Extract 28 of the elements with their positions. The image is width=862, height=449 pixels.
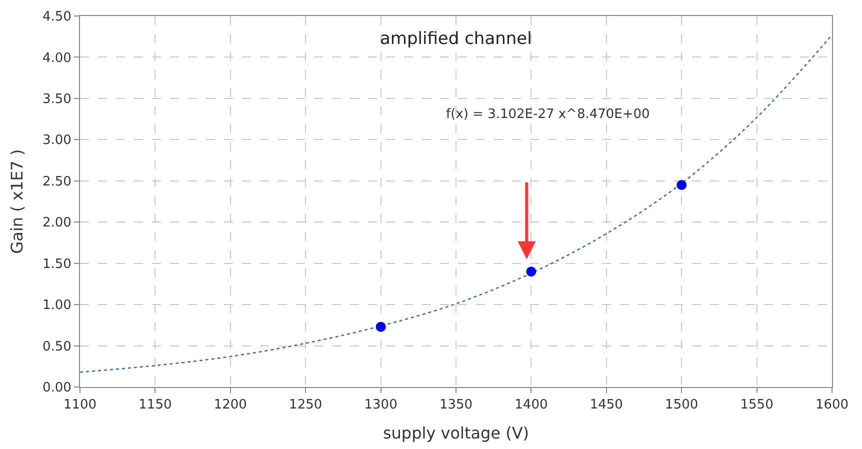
x-tick-label: 1200 bbox=[214, 398, 247, 413]
x-tick-label: 1150 bbox=[138, 398, 172, 413]
point bbox=[376, 322, 386, 332]
x-tick-label: 1300 bbox=[364, 398, 398, 413]
y-tick-label: 1.00 bbox=[42, 298, 72, 314]
x-tick-label: 1600 bbox=[815, 398, 849, 413]
y-tick-label: 4.50 bbox=[42, 10, 72, 25]
y-tick-label: 3.00 bbox=[42, 133, 72, 148]
y-tick-label: 0.00 bbox=[42, 380, 72, 396]
x-axis-title: supply voltage (V) bbox=[382, 423, 530, 442]
x-tick-label: 1100 bbox=[63, 398, 97, 413]
x-tick-label: 1250 bbox=[289, 398, 322, 413]
x-tick-label: 1500 bbox=[665, 398, 698, 413]
point bbox=[526, 266, 536, 277]
annotation: f(x) = 3.102E-27 x^8.470E+00 bbox=[446, 107, 650, 122]
y-tick-label: 3.50 bbox=[42, 92, 72, 107]
y-tick-label: 1.50 bbox=[42, 256, 72, 272]
point bbox=[676, 180, 687, 190]
y-tick-label: 4.00 bbox=[42, 50, 72, 66]
y-axis-title: Gain ( x1E7 ) bbox=[7, 149, 26, 254]
x-tick-label: 1450 bbox=[590, 398, 623, 413]
x-tick-label: 1400 bbox=[514, 398, 548, 413]
y-tick-label: 2.00 bbox=[42, 216, 72, 231]
y-tick-label: 2.50 bbox=[42, 174, 72, 190]
text: amplified channel bbox=[380, 29, 532, 49]
x-tick-label: 1550 bbox=[740, 398, 774, 413]
y-tick-label: 0.50 bbox=[42, 339, 72, 354]
x-tick-label: 1350 bbox=[439, 398, 473, 413]
